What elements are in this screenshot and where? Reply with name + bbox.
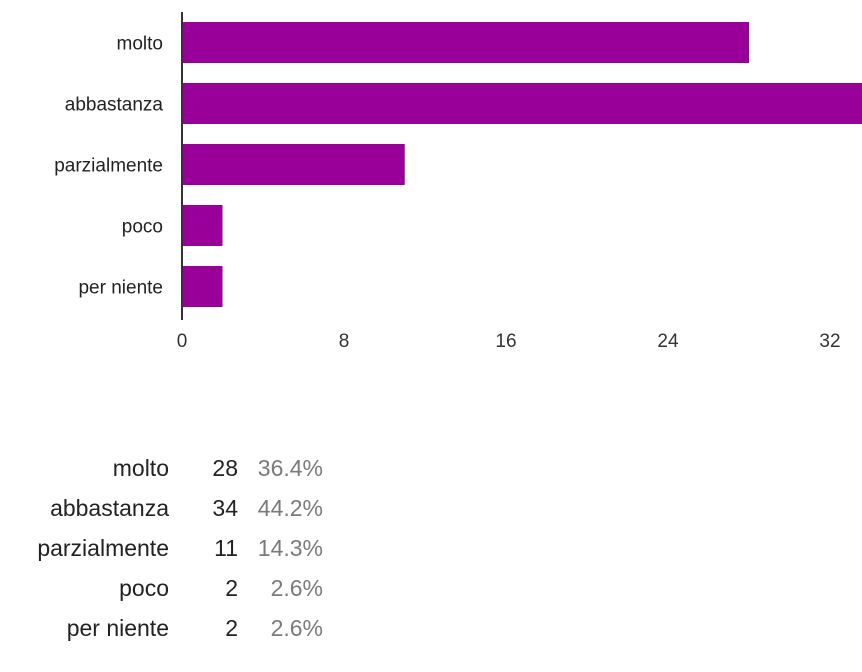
- summary-label: molto: [112, 455, 169, 481]
- summary-count: 34: [212, 495, 238, 521]
- category-label: abbastanza: [65, 95, 164, 116]
- x-tick-label: 0: [177, 331, 188, 352]
- bar-parzialmente: [182, 144, 405, 185]
- summary-count: 11: [214, 535, 238, 561]
- summary-percent: 2.6%: [270, 575, 323, 601]
- summary-row: molto 28 36.4%: [0, 448, 323, 488]
- summary-percent: 2.6%: [270, 615, 323, 641]
- bar-per-niente: [182, 266, 223, 307]
- summary-label: poco: [119, 575, 169, 601]
- category-labels: molto abbastanza parzialmente poco per nient…: [54, 34, 163, 299]
- summary-row: parzialmente 11 14.3%: [0, 528, 323, 568]
- summary-label: per niente: [66, 615, 169, 641]
- summary-table: molto 28 36.4% abbastanza 34 44.2% parzialment…: [0, 448, 323, 648]
- category-label: per niente: [78, 278, 163, 299]
- bar-chart: molto abbastanza parzialmente poco per nient…: [54, 12, 862, 352]
- x-axis-ticks: 0 8 16 24 32: [177, 331, 841, 352]
- x-tick-label: 16: [495, 331, 516, 352]
- summary-label: parzialmente: [37, 535, 169, 561]
- summary-row: per niente 2 2.6%: [0, 608, 323, 648]
- x-tick-label: 8: [339, 331, 350, 352]
- category-label: parzialmente: [54, 156, 163, 177]
- summary-percent: 14.3%: [257, 535, 323, 561]
- x-tick-label: 24: [657, 331, 679, 352]
- bar-abbastanza: [182, 83, 862, 124]
- summary-label: abbastanza: [50, 495, 169, 521]
- summary-percent: 36.4%: [257, 455, 323, 481]
- bar-molto: [182, 22, 749, 63]
- summary-row: poco 2 2.6%: [0, 568, 323, 608]
- summary-count: 2: [225, 615, 238, 641]
- summary-row: abbastanza 34 44.2%: [0, 488, 323, 528]
- summary-percent: 44.2%: [257, 495, 323, 521]
- summary-count: 2: [225, 575, 238, 601]
- category-label: poco: [122, 217, 163, 238]
- x-tick-label: 32: [819, 331, 840, 352]
- summary-count: 28: [212, 455, 238, 481]
- category-label: molto: [117, 34, 163, 55]
- bar-poco: [182, 205, 223, 246]
- bars: [182, 22, 862, 307]
